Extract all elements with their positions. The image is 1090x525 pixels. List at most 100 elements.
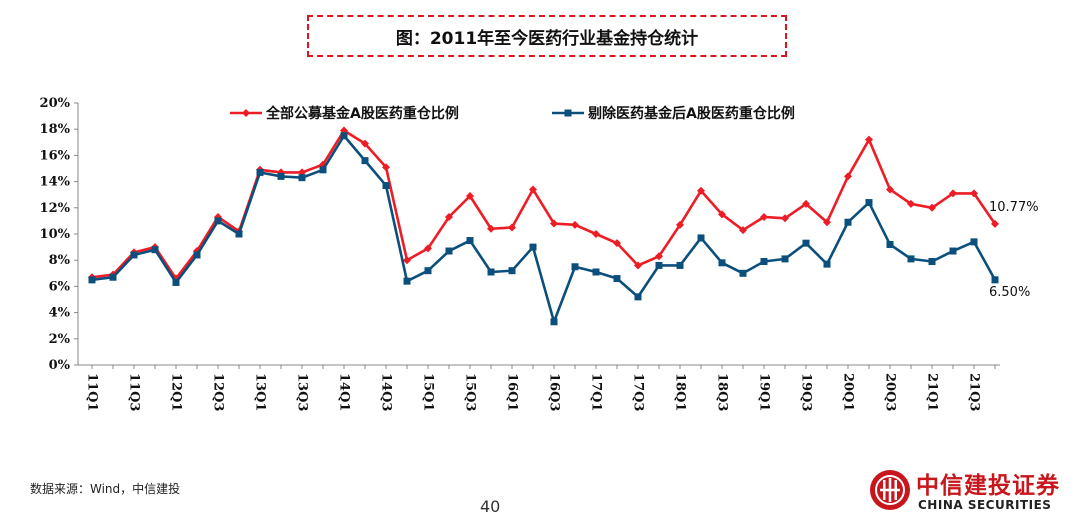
series-2-point	[88, 276, 96, 284]
y-tick-label: 20%	[40, 96, 71, 111]
series-1-point	[403, 256, 411, 265]
series-1-point	[823, 218, 831, 227]
legend-marker-1	[242, 109, 250, 117]
series-2-point	[823, 260, 831, 268]
series-2-point	[382, 182, 390, 190]
y-tick-label: 6%	[49, 279, 71, 294]
series-1-point	[949, 189, 957, 198]
series-1-point	[739, 226, 747, 235]
series-1-point	[697, 186, 705, 195]
series-2-point	[109, 273, 117, 281]
x-tick-label: 14Q3	[379, 373, 394, 411]
x-tick-label: 20Q1	[841, 373, 856, 411]
series-1-point	[907, 199, 915, 208]
x-tick-label: 11Q1	[85, 373, 100, 411]
series-1-point	[802, 199, 810, 208]
series-2-point	[697, 234, 705, 242]
series-2-point	[340, 132, 348, 140]
series-2-point	[739, 269, 747, 277]
series-2-point	[613, 275, 621, 283]
series-1-point	[676, 220, 684, 229]
series-2-point	[907, 255, 915, 263]
chart-title: 图：2011年至今医药行业基金持仓统计	[395, 28, 699, 49]
series-1-point	[844, 172, 852, 181]
y-tick-label: 14%	[40, 175, 71, 190]
series-1-point	[508, 223, 516, 232]
x-tick-label: 12Q1	[169, 373, 184, 411]
china-securities-logo: 中信建投证券 CHINA SECURITIES	[868, 466, 1078, 516]
series-2-point	[886, 240, 894, 248]
series-1-point	[760, 212, 768, 221]
series-2-point	[508, 267, 516, 275]
series-2-point	[214, 217, 222, 225]
x-tick-label: 12Q3	[211, 373, 226, 411]
series-1-point	[613, 239, 621, 248]
x-tick-label: 13Q3	[295, 373, 310, 411]
legend-marker-2	[564, 109, 572, 117]
x-tick-label: 17Q3	[631, 373, 646, 411]
series-2-point	[235, 230, 243, 238]
y-tick-label: 12%	[40, 201, 71, 216]
series-1-point	[550, 219, 558, 228]
series-2-point	[676, 261, 684, 269]
x-tick-label: 11Q3	[127, 373, 142, 411]
series-1-point	[529, 185, 537, 194]
x-tick-label: 14Q1	[337, 373, 352, 411]
series-2-point	[193, 251, 201, 259]
y-tick-label: 8%	[49, 253, 71, 268]
series-2-point	[130, 251, 138, 259]
series-2-point	[592, 268, 600, 276]
series-2-point	[256, 168, 264, 176]
y-tick-label: 10%	[40, 227, 71, 242]
series-2-point	[865, 199, 873, 207]
y-tick-label: 2%	[49, 332, 71, 347]
series-2-point	[550, 318, 558, 326]
source-note: 数据来源：Wind，中信建投	[30, 482, 181, 496]
series-2-point	[970, 238, 978, 246]
series-2-point	[487, 268, 495, 276]
y-tick-label: 0%	[49, 358, 71, 373]
china-securities-logo-icon	[870, 470, 910, 510]
x-tick-label: 15Q3	[463, 373, 478, 411]
title-box: 图：2011年至今医药行业基金持仓统计	[307, 15, 787, 57]
series-2-point	[634, 293, 642, 301]
series-2-point	[655, 261, 663, 269]
y-tick-label: 16%	[40, 148, 71, 163]
series-1-point	[781, 214, 789, 223]
series-2-point	[928, 258, 936, 266]
series-1-point	[592, 230, 600, 238]
end-label-series-2: 6.50%	[989, 285, 1030, 300]
series-1-point	[424, 244, 432, 253]
series-2-point	[571, 263, 579, 271]
series-1-point	[886, 185, 894, 194]
x-tick-label: 19Q3	[799, 373, 814, 411]
series-2-point	[991, 276, 999, 284]
y-tick-label: 4%	[49, 306, 71, 321]
series-1-point	[655, 252, 663, 261]
series-2-point	[319, 166, 327, 174]
series-2-point	[277, 172, 285, 180]
series-2-point	[445, 247, 453, 255]
x-tick-label: 20Q3	[883, 373, 898, 411]
end-label-series-1: 10.77%	[989, 200, 1039, 215]
series-2-point	[403, 277, 411, 285]
x-tick-label: 13Q1	[253, 373, 268, 411]
x-tick-label: 21Q3	[967, 373, 982, 411]
series-1-point	[718, 210, 726, 219]
x-tick-label: 18Q1	[673, 373, 688, 411]
series-2-point	[781, 255, 789, 263]
series-1-point	[928, 203, 936, 212]
series-2-point	[760, 258, 768, 266]
series-1-point	[991, 219, 999, 228]
series-2-point	[424, 267, 432, 275]
y-tick-label: 18%	[40, 122, 71, 137]
logo-name-en: CHINA SECURITIES	[918, 498, 1052, 512]
page-number: 40	[480, 497, 501, 516]
x-tick-label: 21Q1	[925, 373, 940, 411]
series-2-point	[361, 157, 369, 165]
x-tick-label: 16Q1	[505, 373, 520, 411]
series-1-point	[466, 192, 474, 201]
line-chart: 0% 2% 4% 6% 8% 10% 12% 14% 16% 18% 20% 11Q1 11Q3 12Q1…	[40, 96, 1039, 411]
series-1-point	[445, 212, 453, 221]
series-line-1	[91, 129, 997, 280]
